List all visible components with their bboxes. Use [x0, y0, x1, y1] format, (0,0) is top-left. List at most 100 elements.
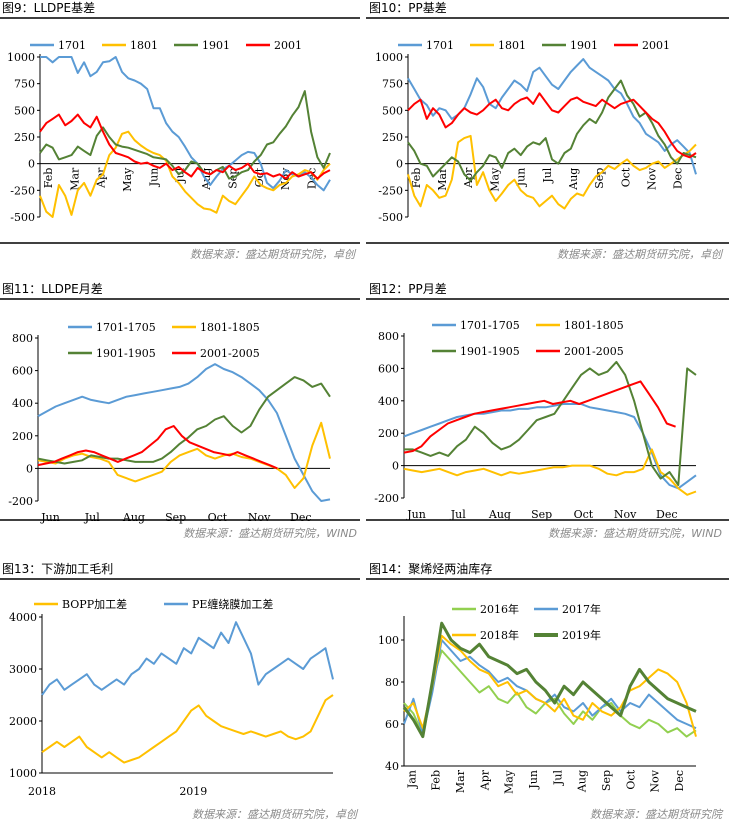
- series-line: [37, 363, 331, 502]
- legend-label: 1801: [130, 39, 158, 52]
- x-tick-label: Jul: [450, 508, 466, 521]
- x-tick-label: Feb: [42, 168, 55, 189]
- series-line: [41, 694, 334, 764]
- source-note: 数据来源：盛达期货研究院，卓创: [190, 248, 357, 261]
- series-line: [407, 92, 697, 159]
- series-line: [40, 56, 331, 192]
- series-line: [37, 376, 331, 465]
- x-tick-label: Nov: [248, 511, 271, 524]
- series-line: [404, 360, 697, 486]
- legend-label: 2019年: [562, 628, 601, 642]
- x-tick-label: Dec: [673, 770, 686, 792]
- legend-label: 2017年: [562, 602, 601, 616]
- series-line: [39, 90, 331, 180]
- x-tick-label: Feb: [430, 770, 443, 791]
- y-tick-label: -500: [10, 211, 35, 224]
- y-tick-label: 3000: [9, 663, 37, 676]
- x-tick-label: Aug: [567, 168, 580, 191]
- y-tick-label: -200: [374, 492, 399, 505]
- panel-polyolefin-inventory: 图14：聚烯烃两油库存 100 80 60 40 Jan Feb Mar Apr May Jun J…: [366, 561, 729, 821]
- panel-title: 图9：LLDPE基差: [2, 1, 95, 15]
- x-tick-label: 2018: [28, 785, 56, 798]
- legend-label: 1801-1805: [564, 319, 624, 332]
- y-tick-label: 750: [14, 78, 35, 91]
- panel-downstream-margin: 图13：下游加工毛利 4000 3000 2000 1000 2018 2019 BOPP加…: [0, 562, 360, 821]
- legend-label: PE缠绕膜加工差: [192, 597, 273, 611]
- series-line: [402, 621, 697, 739]
- legend-label: 1701-1705: [460, 319, 520, 332]
- y-tick-label: 800: [12, 332, 33, 345]
- x-tick-label: Jul: [541, 167, 554, 183]
- y-tick-label: 0: [396, 158, 403, 171]
- chart-plot: 100 80 60 40 Jan Feb Mar Apr May Jun Jul Aug Sep Oct N…: [378, 602, 697, 794]
- x-tick-label: May: [121, 167, 134, 192]
- legend-label: 1701-1705: [96, 321, 156, 334]
- x-tick-label: Nov: [645, 167, 658, 190]
- series-line: [407, 79, 697, 182]
- y-tick-label: 1000: [9, 767, 37, 780]
- y-tick-label: 250: [14, 131, 35, 144]
- x-tick-label: Apr: [95, 167, 108, 189]
- x-tick-label: Nov: [614, 508, 637, 521]
- y-tick-label: 40: [385, 760, 399, 773]
- y-tick-label: 250: [382, 131, 403, 144]
- panel-lldpe-basis: 图9：LLDPE基差 1000 750 500 250 0 -250 -500 Feb Mar A…: [0, 1, 360, 261]
- x-tick-label: Jun: [527, 770, 540, 790]
- panel-pp-spread: 图12：PP月差 800 600 400 200 0 -200 Jun Jul Aug Sep Oc…: [366, 282, 729, 540]
- series-line: [37, 425, 278, 470]
- legend-label: 1701: [426, 39, 454, 52]
- source-note: 数据来源：盛达期货研究院: [590, 808, 724, 821]
- x-tick-label: Oct: [574, 508, 594, 521]
- chart-plot: 4000 3000 2000 1000 2018 2019 BOPP加工差 PE缠绕膜加工差: [9, 597, 334, 798]
- y-tick-label: 80: [385, 676, 399, 689]
- series-line: [407, 134, 697, 210]
- y-tick-label: -500: [378, 211, 403, 224]
- x-tick-label: Dec: [672, 168, 685, 190]
- legend-label: 1701: [58, 39, 86, 52]
- legend-label: 2001: [274, 39, 302, 52]
- x-tick-label: Aug: [122, 511, 145, 524]
- legend-label: 2001-2005: [564, 345, 624, 358]
- x-tick-label: Sep: [593, 168, 606, 189]
- series-line: [403, 380, 676, 454]
- y-tick-label: 200: [378, 427, 399, 440]
- x-tick-label: Dec: [290, 511, 312, 524]
- panel-title: 图11：LLDPE月差: [2, 282, 103, 296]
- y-tick-label: 500: [14, 104, 35, 117]
- source-note: 数据来源：盛达期货研究院，卓创: [192, 808, 359, 821]
- y-tick-label: -200: [8, 495, 33, 508]
- source-note: 数据来源：盛达期货研究院，卓创: [557, 248, 724, 261]
- series-line: [403, 403, 697, 490]
- y-tick-label: 200: [12, 430, 33, 443]
- y-tick-label: 4000: [9, 611, 37, 624]
- y-tick-label: 600: [12, 365, 33, 378]
- x-tick-label: Mar: [68, 167, 81, 191]
- x-tick-label: Jun: [147, 168, 160, 188]
- legend-label: 1901-1905: [96, 347, 156, 360]
- source-note: 数据来源：盛达期货研究院，WIND: [548, 527, 722, 540]
- x-tick-label: Nov: [649, 769, 662, 792]
- x-tick-label: Sep: [165, 511, 186, 524]
- x-tick-label: Oct: [624, 769, 637, 789]
- y-tick-label: 400: [12, 397, 33, 410]
- legend-label: 2001-2005: [200, 347, 260, 360]
- x-tick-label: 2019: [179, 785, 207, 798]
- x-tick-label: Mar: [454, 769, 467, 793]
- series-line: [403, 649, 697, 738]
- y-tick-label: 1000: [375, 51, 403, 64]
- legend-label: 1801-1805: [200, 321, 260, 334]
- y-tick-label: 60: [385, 718, 399, 731]
- legend-label: 2001: [642, 39, 670, 52]
- x-tick-label: Jan: [405, 770, 418, 789]
- y-tick-label: 2000: [9, 715, 37, 728]
- x-tick-label: Sep: [600, 770, 613, 791]
- legend-label: 1901: [570, 39, 598, 52]
- x-tick-label: Aug: [488, 508, 511, 521]
- series-line: [39, 130, 331, 218]
- panel-title: 图13：下游加工毛利: [2, 562, 113, 576]
- x-tick-label: Jun: [406, 508, 426, 521]
- y-tick-label: -250: [378, 184, 403, 197]
- x-tick-label: Oct: [208, 511, 228, 524]
